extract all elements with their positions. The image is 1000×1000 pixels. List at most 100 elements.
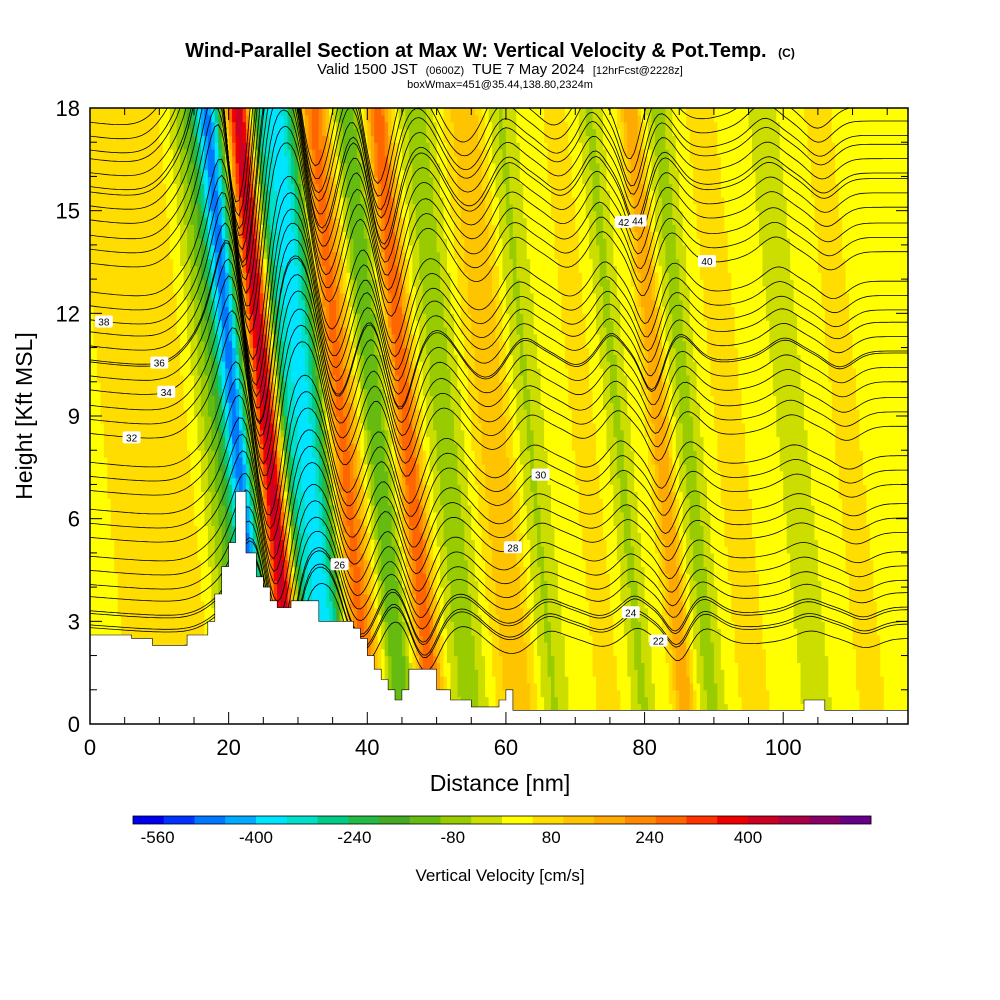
velocity-cell: [467, 621, 472, 629]
velocity-cell: [596, 703, 601, 711]
velocity-cell: [578, 703, 583, 711]
velocity-cell: [814, 600, 819, 609]
velocity-cell: [679, 669, 684, 677]
velocity-cell: [807, 676, 812, 684]
velocity-cell: [388, 648, 393, 657]
velocity-cell: [897, 696, 902, 705]
velocity-cell: [654, 614, 660, 622]
velocity-cell: [613, 621, 618, 629]
velocity-cell: [627, 703, 632, 711]
velocity-cell: [568, 682, 573, 691]
velocity-cell: [609, 635, 614, 643]
velocity-cell: [887, 669, 892, 677]
velocity-cell: [817, 607, 822, 616]
velocity-cell: [557, 655, 562, 663]
velocity-cell: [155, 573, 160, 581]
velocity-cell: [710, 635, 715, 643]
velocity-cell: [519, 628, 524, 636]
velocity-cell: [710, 662, 715, 670]
velocity-cell: [453, 614, 459, 622]
velocity-cell: [807, 600, 812, 609]
velocity-cell: [183, 587, 188, 595]
velocity-cell: [381, 580, 386, 588]
velocity-cell: [772, 676, 777, 684]
velocity-cell: [838, 635, 843, 643]
velocity-cell: [550, 580, 556, 588]
velocity-cell: [758, 621, 764, 629]
velocity-cell: [398, 689, 403, 698]
velocity-cell: [90, 600, 95, 609]
velocity-cell: [495, 696, 500, 705]
velocity-cell: [845, 655, 850, 663]
velocity-cell: [693, 696, 698, 705]
velocity-cell: [592, 587, 597, 595]
velocity-cell: [211, 607, 216, 616]
velocity-cell: [703, 655, 708, 663]
velocity-cell: [544, 648, 549, 657]
velocity-cell: [790, 607, 795, 616]
velocity-cell: [748, 614, 753, 622]
velocity-cell: [745, 669, 750, 677]
velocity-cell: [797, 614, 802, 622]
velocity-cell: [807, 607, 812, 616]
velocity-cell: [561, 600, 566, 609]
velocity-cell: [114, 628, 119, 636]
velocity-cell: [578, 607, 583, 616]
velocity-cell: [561, 703, 566, 711]
velocity-cell: [401, 648, 407, 657]
velocity-cell: [599, 621, 604, 629]
velocity-cell: [578, 635, 583, 643]
velocity-cell: [374, 593, 379, 602]
velocity-cell: [880, 689, 885, 698]
velocity-cell: [395, 607, 400, 616]
velocity-cell: [353, 614, 358, 622]
velocity-cell: [849, 600, 854, 609]
velocity-cell: [516, 662, 521, 670]
velocity-cell: [530, 580, 535, 588]
velocity-cell: [724, 655, 729, 663]
velocity-cell: [897, 628, 902, 636]
velocity-cell: [121, 600, 126, 609]
velocity-cell: [467, 669, 472, 677]
velocity-cell: [887, 682, 892, 691]
velocity-cell: [200, 580, 205, 588]
velocity-cell: [741, 703, 746, 711]
velocity-cell: [537, 621, 542, 629]
velocity-cell: [585, 703, 590, 711]
velocity-cell: [408, 648, 413, 657]
velocity-cell: [530, 703, 535, 711]
velocity-cell: [693, 621, 698, 629]
velocity-cell: [876, 587, 881, 595]
velocity-cell: [835, 600, 840, 609]
velocity-cell: [575, 587, 580, 595]
velocity-cell: [460, 607, 465, 616]
velocity-cell: [582, 648, 587, 657]
velocity-cell: [752, 696, 757, 705]
velocity-cell: [797, 703, 802, 711]
velocity-cell: [783, 607, 788, 616]
velocity-cell: [869, 655, 874, 663]
velocity-cell: [741, 587, 746, 595]
velocity-cell: [623, 580, 628, 588]
velocity-cell: [557, 648, 562, 657]
velocity-cell: [623, 600, 628, 609]
velocity-cell: [492, 593, 497, 602]
velocity-cell: [287, 580, 292, 588]
velocity-cell: [852, 635, 857, 643]
velocity-cell: [367, 587, 372, 595]
velocity-cell: [873, 607, 878, 616]
velocity-cell: [713, 593, 718, 602]
velocity-cell: [814, 682, 819, 691]
velocity-cell: [738, 641, 743, 650]
velocity-cell: [540, 587, 545, 595]
velocity-cell: [557, 689, 562, 698]
velocity-cell: [530, 614, 535, 622]
velocity-cell: [183, 607, 188, 616]
velocity-cell: [592, 614, 597, 622]
velocity-cell: [537, 641, 542, 650]
velocity-cell: [96, 587, 101, 595]
velocity-cell: [821, 607, 826, 616]
velocity-cell: [852, 696, 857, 705]
velocity-cell: [523, 593, 528, 602]
velocity-cell: [703, 628, 708, 636]
